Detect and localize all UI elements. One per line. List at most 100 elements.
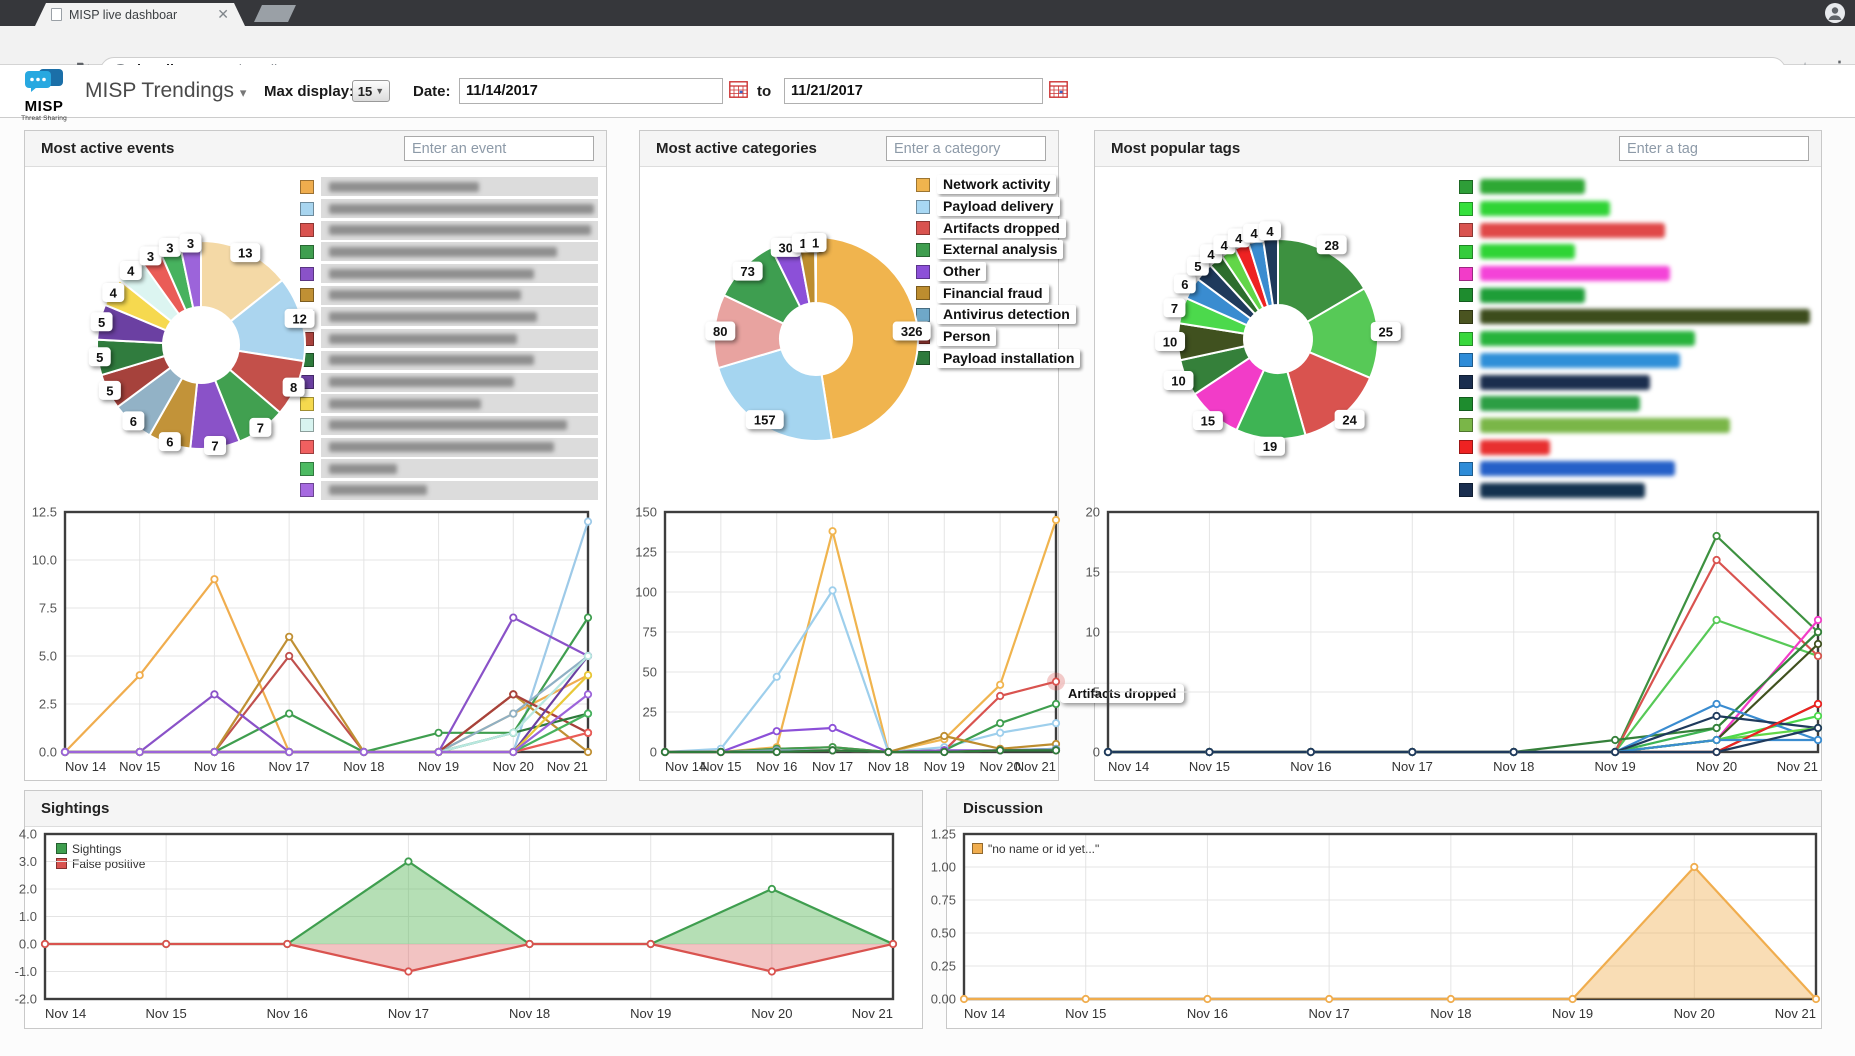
sightings-area[interactable]: -2.0 -1.0 0.0 1.0 2.0 3.0 4.0 Nov 14 Nov 15 Nov 1…	[0, 822, 907, 1033]
app-title[interactable]: MISP Trendings ▾	[85, 79, 247, 102]
legend-item[interactable]	[1459, 219, 1815, 241]
legend-tag-redacted	[1480, 244, 1575, 260]
svg-text:2.0: 2.0	[19, 882, 37, 897]
event-search-input[interactable]	[404, 136, 594, 161]
legend-item[interactable]	[1459, 176, 1815, 198]
new-tab-button[interactable]	[254, 5, 296, 22]
svg-text:Nov 14: Nov 14	[65, 759, 106, 774]
legend-item[interactable]: Payload installation	[916, 348, 1081, 370]
svg-text:7.5: 7.5	[39, 601, 57, 616]
legend-item[interactable]: Artifacts dropped	[916, 217, 1080, 239]
app-header: MISP Threat Sharing MISP Trendings ▾ Max…	[0, 65, 1855, 177]
calendar-icon[interactable]	[1049, 81, 1068, 103]
svg-text:Nov 20: Nov 20	[751, 1006, 792, 1021]
svg-text:Nov 15: Nov 15	[1065, 1006, 1106, 1021]
svg-text:Nov 18: Nov 18	[343, 759, 384, 774]
legend-item[interactable]: External analysis	[916, 239, 1080, 261]
categories-donut[interactable]: 326157807330191	[640, 175, 1010, 510]
legend-item[interactable]	[1459, 458, 1815, 480]
svg-text:0.0: 0.0	[19, 937, 37, 952]
misp-logo-icon	[25, 69, 63, 92]
legend-label-redacted	[321, 242, 598, 262]
legend-item[interactable]	[300, 415, 598, 437]
legend-swatch	[300, 179, 314, 194]
svg-text:Nov 15: Nov 15	[700, 759, 741, 774]
tab-close-icon[interactable]: ✕	[217, 6, 229, 22]
legend-item[interactable]	[300, 480, 598, 502]
date-to-input[interactable]	[784, 78, 1043, 104]
svg-text:3: 3	[147, 249, 154, 264]
events-lines[interactable]: 0.0 2.5 5.0 7.5 10.0 12.5 Nov 14 Nov 15 Nov 16 No…	[15, 500, 602, 786]
legend-swatch	[300, 288, 314, 303]
legend-item[interactable]: "no name or id yet..."	[972, 841, 1099, 856]
legend-item[interactable]	[300, 458, 598, 480]
profile-icon[interactable]	[1825, 3, 1845, 23]
legend-item[interactable]	[300, 263, 598, 285]
category-search-input[interactable]	[886, 136, 1046, 161]
calendar-icon[interactable]	[729, 81, 748, 103]
legend-item[interactable]	[300, 436, 598, 458]
legend-swatch	[300, 483, 314, 498]
categories-legend: Network activity Payload delivery Artifact…	[916, 174, 1081, 370]
legend-label: Financial fraud	[937, 283, 1049, 303]
legend-item[interactable]: Other	[916, 261, 1080, 283]
date-from-input[interactable]	[459, 78, 723, 104]
svg-text:Nov 19: Nov 19	[1552, 1006, 1593, 1021]
legend-item[interactable]	[1459, 393, 1815, 415]
legend-swatch	[1459, 396, 1473, 411]
misp-logo[interactable]: MISP Threat Sharing	[16, 68, 72, 122]
discussion-area[interactable]: 0.00 0.25 0.50 0.75 1.00 1.25 Nov 14 Nov 15 Nov …	[914, 822, 1830, 1033]
svg-text:Nov 14: Nov 14	[964, 1006, 1005, 1021]
legend-item[interactable]	[1459, 306, 1815, 328]
legend-item[interactable]	[300, 393, 598, 415]
svg-text:Nov 16: Nov 16	[267, 1006, 308, 1021]
svg-text:2.5: 2.5	[39, 697, 57, 712]
legend-item[interactable]: Antivirus detection	[916, 304, 1080, 326]
legend-item[interactable]	[1459, 284, 1815, 306]
legend-item[interactable]	[1459, 241, 1815, 263]
tags-lines[interactable]: 0 5 10 15 20 Nov 14 Nov 15 Nov 16 Nov 17 Nov 18 No…	[1058, 500, 1832, 786]
legend-item[interactable]	[1459, 328, 1815, 350]
legend-item[interactable]: Payload delivery	[916, 196, 1080, 218]
legend-item[interactable]: Sightings	[56, 841, 145, 856]
legend-item[interactable]	[1459, 350, 1815, 372]
browser-tab[interactable]: MISP live dashboar ✕	[35, 3, 245, 26]
legend-item[interactable]: False positive	[56, 856, 145, 871]
max-display-select[interactable]: 15 ▼	[352, 80, 390, 102]
svg-text:Nov 18: Nov 18	[868, 759, 909, 774]
svg-text:Nov 19: Nov 19	[924, 759, 965, 774]
svg-text:20: 20	[1086, 505, 1100, 520]
svg-text:4: 4	[127, 264, 135, 279]
svg-text:7: 7	[211, 439, 218, 454]
date-label: Date:	[413, 83, 451, 100]
legend-label: Antivirus detection	[937, 305, 1076, 325]
legend-item[interactable]	[300, 198, 598, 220]
legend-item[interactable]	[1459, 263, 1815, 285]
legend-item[interactable]	[300, 176, 598, 198]
legend-swatch	[56, 843, 67, 854]
legend-item[interactable]: Network activity	[916, 174, 1080, 196]
legend-item[interactable]	[1459, 371, 1815, 393]
svg-text:Nov 17: Nov 17	[269, 759, 310, 774]
panel-title: Most popular tags	[1111, 140, 1241, 157]
panel-sightings: Sightings	[24, 790, 923, 1029]
legend-label-redacted	[321, 437, 598, 457]
legend-item[interactable]	[300, 219, 598, 241]
legend-item[interactable]	[1459, 436, 1815, 458]
legend-item[interactable]: Financial fraud	[916, 282, 1080, 304]
events-legend	[300, 176, 598, 501]
legend-item[interactable]	[1459, 415, 1815, 437]
svg-text:326: 326	[901, 324, 923, 339]
legend-item[interactable]	[1459, 198, 1815, 220]
tag-search-input[interactable]	[1619, 136, 1809, 161]
legend-swatch	[1459, 375, 1473, 390]
legend-item[interactable]	[300, 241, 598, 263]
svg-text:Nov 16: Nov 16	[1290, 759, 1331, 774]
legend-item[interactable]	[300, 284, 598, 306]
svg-text:4: 4	[1207, 247, 1215, 262]
svg-text:Nov 20: Nov 20	[1674, 1006, 1715, 1021]
legend-item[interactable]	[1459, 480, 1815, 502]
